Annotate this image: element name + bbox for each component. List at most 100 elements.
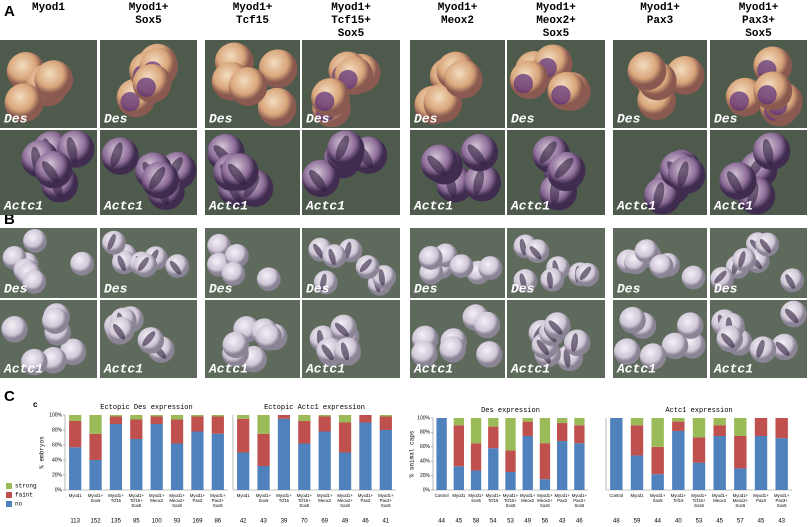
x-tick-label: Myod1+ Meox2 [520,493,536,503]
stain [548,320,563,335]
bar-segment [713,418,726,426]
bar-segment [692,418,706,438]
x-tick-label: Myod1+ Pax3 [358,493,374,503]
embryo [639,343,667,370]
bar-segment [692,462,706,490]
n-label: 169 [192,519,203,525]
embryo [418,246,443,270]
x-tick-label: Myod1+ Meox2+ Sox5 [537,493,553,508]
bar-segment [522,418,533,422]
embryo [649,254,674,279]
bar-segment [359,415,372,423]
column-header: Myod1+ Pax3 [640,2,680,27]
bar-segment [130,415,143,420]
bar-segment [130,419,143,439]
bar-segment [150,416,163,424]
stain [570,333,579,352]
x-tick-label: Myod1 [631,493,645,498]
x-tick-label: Myod1+ Sox5 [88,493,104,503]
bar-segment [191,415,204,417]
bar-segment [734,436,747,469]
x-tick-label: Myod1+ Tcf15+ Sox5 [503,493,519,508]
stain [340,342,350,361]
y-axis-label: % embryos [39,436,46,469]
stain [551,85,571,105]
bar-segment [470,443,482,471]
stain [136,77,156,97]
stain [378,269,385,286]
y-tick-label: 60% [52,442,63,448]
embryo [473,311,501,339]
row-label: Des [104,281,128,296]
embryo [255,323,283,351]
bar-segment [69,421,82,448]
embryo [70,251,95,276]
stain [784,308,799,323]
bar-segment [734,468,747,490]
bar-segment [557,423,568,442]
legend-swatch [6,483,12,489]
x-tick-label: Myod1+ Tcf15+ Sox5 [297,493,313,508]
x-tick-label: Myod1+ Meox2 [149,493,165,503]
stain [169,260,182,275]
row-label: Des [306,111,330,126]
bar-segment [69,415,82,421]
n-label: 44 [654,519,661,525]
bar-segment [672,421,685,431]
embryo [257,87,297,127]
stain [120,92,140,112]
column-header: Myod1+ Meox2 [438,2,478,27]
embryo [1,315,28,343]
bar-segment [298,421,311,444]
bar-segment [170,443,184,490]
n-label: 45 [758,519,765,525]
row-label: Actc1 [413,198,453,213]
stain [677,161,689,187]
x-tick-label: Myod1+ Tcf15 [486,493,502,503]
y-tick-label: 20% [52,472,63,478]
stain [762,139,774,165]
embryo [41,307,69,334]
bar-segment [505,450,516,472]
n-label: 59 [634,519,641,525]
bar-segment [211,416,224,434]
stain [148,166,166,190]
n-label: 69 [321,519,328,525]
chart-title: Ectopic Des expression [100,404,192,412]
embryo [4,83,44,123]
bar-segment [109,415,123,417]
stain [579,266,592,281]
legend-swatch [6,492,12,498]
n-label: 58 [473,519,480,525]
bar-segment [359,422,372,490]
n-label: 152 [91,519,102,525]
bar-segment [775,438,788,490]
stain [335,135,350,160]
embryo [224,243,249,268]
stain [66,137,78,163]
n-label: 49 [524,519,531,525]
y-axis-label: % animal caps [409,430,416,477]
row-label: Des [209,281,233,296]
panel-label: C [4,388,15,405]
stain [721,333,735,348]
bar-segment [713,425,726,436]
bar-segment [436,418,447,490]
stain [309,169,327,192]
y-tick-label: 20% [420,473,431,479]
y-tick-label: 40% [52,457,63,463]
row-label: Des [714,281,738,296]
embryo [221,261,246,286]
embryo [40,347,67,374]
x-tick-label: Myod1+ Pax3+ Sox5 [572,493,588,508]
embryo [222,331,250,359]
bar-segment [630,425,644,456]
bar-segment [318,416,331,432]
x-tick-label: Myod1+ Tcf15+ Sox5 [129,493,145,508]
n-label: 42 [240,519,247,525]
row-label: Des [4,111,28,126]
bar-segment [574,418,585,426]
row-label: Des [617,111,641,126]
stain [334,322,349,337]
row-label: Actc1 [103,198,143,213]
